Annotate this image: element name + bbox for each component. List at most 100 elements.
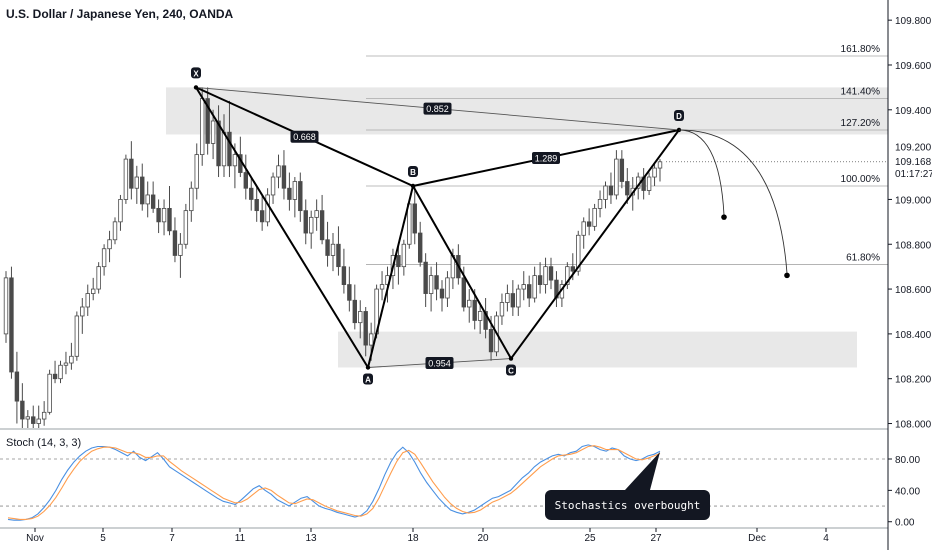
candle-body (140, 176, 145, 205)
candle-body (178, 243, 183, 256)
candle-body (368, 333, 374, 346)
price-tick-label-partial: 109.200 (895, 143, 932, 154)
candle-body (41, 411, 47, 420)
candle-body (74, 315, 80, 357)
candle-body (80, 306, 85, 317)
annotation-callout: Stochastics overbought (545, 452, 710, 520)
price-tick-label: 109.600 (895, 61, 932, 72)
candle-body (576, 234, 581, 272)
projection-arc (678, 129, 725, 216)
candles (3, 87, 663, 428)
candle-body (3, 277, 9, 335)
date-tick-label: 20 (477, 533, 489, 544)
stoch-tick-label: 80.00 (895, 455, 920, 466)
candle-body (20, 400, 25, 420)
date-tick-label: 7 (169, 533, 175, 544)
candle-body (527, 284, 532, 299)
price-tick-label: 108.200 (895, 375, 932, 386)
candle-body (646, 176, 652, 191)
axes: 109.800 109.600 109.400 109.000 108.800 108.6… (26, 0, 932, 550)
candle-body (625, 181, 630, 196)
point-label: X (193, 69, 199, 78)
candle-body (657, 161, 663, 169)
candle-body (145, 194, 150, 205)
candle-body (445, 277, 450, 299)
point-badge (674, 109, 684, 121)
candle-body (499, 302, 505, 317)
candle-body (101, 248, 107, 268)
candle-body (183, 210, 189, 245)
candle-body (401, 243, 407, 268)
price-tick-label: 109.000 (895, 195, 932, 206)
projection-target (784, 272, 790, 279)
candle-body (194, 154, 199, 189)
candle-body (428, 275, 434, 294)
point-badge (408, 165, 418, 177)
ratio-label: 0.852 (426, 104, 449, 114)
candle-body (292, 181, 298, 200)
candle-body (134, 176, 139, 189)
candle-body (608, 185, 614, 196)
candle-body (36, 418, 41, 424)
candle-body (510, 293, 516, 308)
date-tick-label: 18 (407, 533, 419, 544)
candle-body (232, 154, 238, 167)
candle-body (85, 293, 90, 308)
date-tick-label: 25 (584, 533, 596, 544)
candle-body (156, 207, 161, 223)
candle-body (423, 261, 428, 294)
candle-body (543, 266, 548, 285)
candle-body (167, 207, 172, 232)
projection-target (721, 214, 727, 220)
candle-body (96, 266, 101, 290)
xabcd-pattern: 0.668 0.852 1.289 0.954 X A B C D (191, 67, 790, 385)
candle-body (249, 187, 254, 200)
price-tick-label: 108.600 (895, 285, 932, 296)
ratio-label: 0.954 (428, 359, 451, 369)
candle-body (521, 284, 526, 290)
candle-body (581, 221, 586, 236)
candle-body (516, 288, 521, 308)
price-tick-label: 108.800 (895, 240, 932, 251)
ratio-label: 0.668 (293, 132, 316, 142)
candle-body (58, 364, 63, 380)
ratio-badge (423, 102, 452, 115)
candle-body (330, 243, 336, 256)
ratio-label: 1.289 (535, 153, 558, 163)
candle-body (112, 221, 118, 241)
price-tick-label: 108.000 (895, 420, 932, 431)
stochastic-pane (0, 444, 888, 521)
fib-label: 100.00% (841, 174, 881, 185)
stoch-title: Stoch (14, 3, 3) (6, 437, 81, 449)
pattern-leg (367, 185, 414, 368)
candle-body (472, 299, 477, 321)
candle-body (259, 210, 265, 223)
candle-body (396, 255, 401, 268)
candle-body (243, 172, 248, 189)
candle-body (210, 120, 216, 144)
price-zone (338, 331, 857, 368)
candle-body (14, 371, 20, 402)
pattern-point (410, 183, 416, 189)
last-price-badge (889, 152, 932, 179)
candle-body (199, 98, 205, 156)
candle-body (586, 221, 592, 227)
candle-body (265, 194, 270, 223)
point-badge (363, 373, 373, 385)
candle-body (352, 299, 357, 324)
candle-body (336, 243, 341, 268)
candle-body (281, 165, 287, 189)
candle-body (118, 199, 123, 223)
stoch-tick-label: 40.00 (895, 486, 920, 497)
candle-body (532, 275, 537, 299)
last-price-label: 109.168 (895, 157, 932, 168)
candle-body (69, 355, 74, 364)
candle-body (150, 194, 156, 209)
candle-body (276, 165, 281, 178)
fib-label: 127.20% (841, 118, 881, 129)
fib-label: 61.80% (846, 252, 880, 263)
candle-body (325, 239, 330, 256)
date-tick-label: 5 (100, 533, 106, 544)
candle-body (161, 207, 167, 223)
candle-body (123, 158, 129, 200)
